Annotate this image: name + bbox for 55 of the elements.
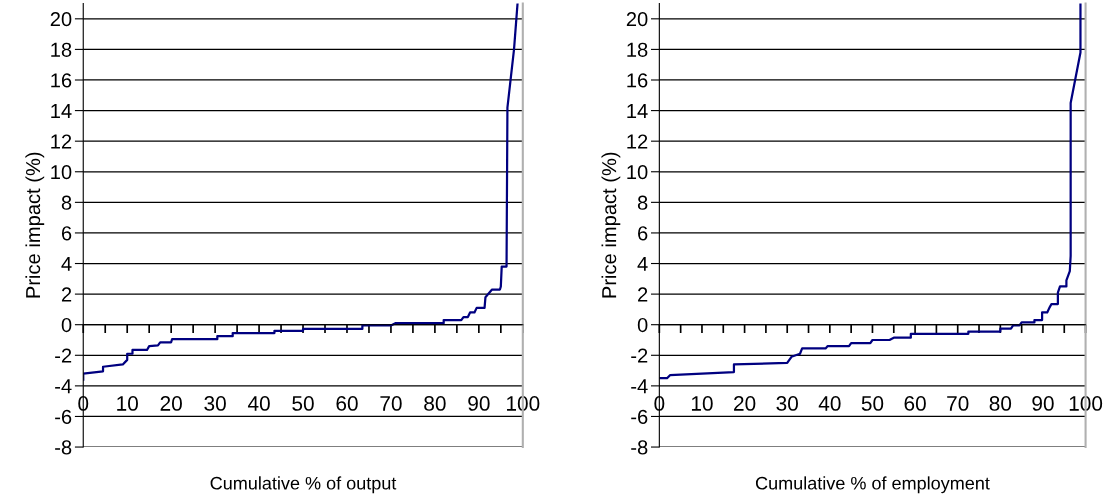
x-tick-label: 100	[1069, 396, 1103, 411]
x-tick-label: 60	[336, 396, 358, 411]
y-tick-label: 10	[51, 164, 72, 180]
y-tick-label: 12	[627, 134, 648, 149]
y-tick-label: 20	[626, 12, 648, 27]
y-tick-label: 6	[638, 226, 648, 241]
x-tick-label: 40	[818, 396, 841, 411]
y-tick-label: 14	[51, 104, 72, 118]
y-tick-label: 10	[627, 164, 648, 180]
y-tick-label: -8	[631, 440, 648, 455]
x-tick-label: 10	[691, 396, 713, 411]
x-tick-label: 50	[861, 396, 884, 411]
y-axis-title: Price impact (%)	[601, 152, 621, 298]
x-tick-label: 30	[776, 396, 798, 411]
y-tick-label: 4	[61, 256, 72, 271]
x-tick-label: 30	[204, 396, 226, 411]
x-tick-label: 70	[947, 396, 969, 411]
y-tick-label: -2	[55, 348, 72, 363]
y-tick-label: 0	[61, 317, 72, 333]
y-tick-label: 6	[61, 226, 72, 241]
y-tick-label: 8	[61, 195, 72, 210]
x-axis-title: Cumulative % of employment	[755, 476, 990, 494]
y-tick-label: 18	[51, 42, 72, 57]
x-tick-label: 80	[989, 396, 1012, 411]
y-tick-label: 2	[61, 287, 72, 302]
y-tick-label: 16	[627, 73, 648, 88]
x-tick-label: 100	[507, 396, 540, 411]
y-tick-label: -2	[631, 348, 648, 363]
x-tick-label: 10	[117, 396, 138, 411]
y-tick-label: -4	[631, 379, 648, 394]
x-tick-label: 20	[734, 396, 756, 411]
y-tick-label: 20	[50, 12, 72, 27]
y-tick-label: -6	[55, 409, 72, 424]
y-tick-label: 12	[51, 134, 72, 149]
x-tick-label: 80	[424, 396, 446, 411]
y-tick-label: 16	[51, 73, 72, 88]
y-axis-title: Price impact (%)	[25, 152, 45, 298]
x-tick-label: 60	[904, 396, 926, 411]
x-tick-label: 40	[247, 396, 270, 411]
x-tick-label: 90	[468, 396, 490, 411]
line-series	[659, 3, 1082, 380]
x-tick-label: 90	[1032, 396, 1054, 411]
y-tick-label: 4	[637, 256, 648, 271]
x-tick-label: 70	[380, 396, 402, 411]
y-tick-label: -4	[55, 379, 72, 394]
y-tick-label: -8	[55, 440, 72, 455]
x-tick-label: 20	[160, 396, 182, 411]
y-tick-label: -6	[631, 409, 648, 424]
y-tick-label: 18	[627, 42, 648, 57]
y-tick-label: 2	[638, 287, 648, 302]
y-tick-label: 14	[627, 104, 648, 118]
x-tick-label: 50	[292, 396, 314, 411]
x-axis-title: Cumulative % of output	[210, 476, 397, 494]
y-tick-label: 8	[637, 195, 648, 210]
y-tick-label: 0	[637, 317, 648, 333]
